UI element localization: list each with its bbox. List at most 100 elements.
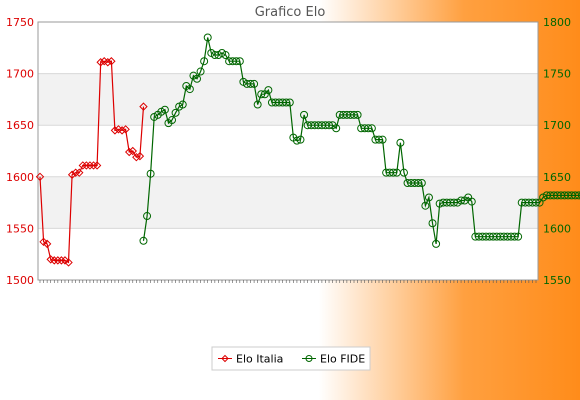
data-point[interactable] bbox=[193, 74, 202, 83]
data-point[interactable] bbox=[57, 256, 66, 265]
data-point[interactable] bbox=[203, 33, 212, 42]
data-point[interactable] bbox=[75, 168, 84, 177]
data-point[interactable] bbox=[125, 147, 134, 157]
data-point[interactable] bbox=[39, 237, 48, 247]
data-point[interactable] bbox=[374, 135, 383, 144]
data-point[interactable] bbox=[389, 168, 398, 177]
data-point[interactable] bbox=[96, 58, 105, 67]
data-point[interactable] bbox=[449, 198, 458, 207]
data-point[interactable] bbox=[42, 239, 52, 249]
right-axis-tick-label: 1800 bbox=[543, 16, 571, 29]
data-point[interactable] bbox=[185, 85, 194, 94]
plot-band bbox=[38, 176, 538, 229]
data-point[interactable] bbox=[168, 116, 177, 125]
data-point[interactable] bbox=[300, 110, 309, 119]
data-point[interactable] bbox=[232, 57, 241, 66]
data-point[interactable] bbox=[514, 232, 523, 241]
left-axis-tick-label: 1550 bbox=[6, 222, 34, 235]
data-point[interactable] bbox=[50, 256, 59, 265]
data-point[interactable] bbox=[532, 198, 540, 207]
data-point[interactable] bbox=[325, 121, 334, 130]
data-point[interactable] bbox=[353, 110, 362, 119]
data-point[interactable] bbox=[35, 172, 45, 182]
right-axis-tick-label: 1700 bbox=[543, 119, 571, 132]
legend-box bbox=[211, 346, 371, 371]
chart-title: Grafico Elo bbox=[255, 5, 326, 20]
left-axis: 1500 1550 1600 1650 1700 1750 bbox=[6, 16, 34, 287]
left-axis-tick-label: 1500 bbox=[6, 274, 34, 287]
data-point[interactable] bbox=[246, 79, 255, 88]
data-point[interactable] bbox=[117, 126, 127, 135]
data-point[interactable] bbox=[121, 125, 130, 134]
data-point[interactable] bbox=[257, 90, 266, 99]
legend-label: Elo FIDE bbox=[320, 353, 365, 366]
data-point[interactable] bbox=[467, 197, 476, 206]
data-point[interactable] bbox=[135, 151, 145, 161]
left-axis-tick-label: 1700 bbox=[6, 68, 34, 81]
data-point[interactable] bbox=[92, 161, 102, 170]
data-point[interactable] bbox=[253, 100, 262, 109]
data-point[interactable] bbox=[364, 124, 373, 133]
data-point[interactable] bbox=[139, 102, 148, 111]
data-point[interactable] bbox=[578, 192, 580, 199]
data-point[interactable] bbox=[396, 138, 405, 147]
data-point[interactable] bbox=[85, 161, 95, 170]
data-point[interactable] bbox=[67, 170, 77, 179]
data-point[interactable] bbox=[107, 57, 116, 66]
left-axis-tick-label: 1750 bbox=[6, 16, 34, 29]
data-point[interactable] bbox=[53, 256, 63, 265]
data-point[interactable] bbox=[160, 105, 169, 114]
data-point[interactable] bbox=[196, 67, 205, 76]
data-point[interactable] bbox=[200, 57, 209, 66]
data-point[interactable] bbox=[417, 178, 426, 187]
data-point[interactable] bbox=[414, 178, 423, 187]
data-point[interactable] bbox=[399, 168, 408, 177]
data-point[interactable] bbox=[285, 98, 294, 107]
plot-area bbox=[38, 22, 538, 280]
data-point[interactable] bbox=[143, 212, 152, 221]
data-point[interactable] bbox=[428, 219, 437, 228]
data-point[interactable] bbox=[332, 124, 341, 133]
right-axis-tick-label: 1550 bbox=[543, 274, 571, 287]
data-point[interactable] bbox=[510, 232, 519, 241]
data-point[interactable] bbox=[210, 51, 219, 60]
data-point[interactable] bbox=[282, 98, 291, 107]
data-point[interactable] bbox=[139, 236, 148, 245]
data-point[interactable] bbox=[71, 168, 80, 177]
data-point[interactable] bbox=[367, 124, 376, 133]
data-point[interactable] bbox=[178, 100, 187, 109]
data-point[interactable] bbox=[128, 146, 137, 156]
data-point[interactable] bbox=[424, 193, 433, 202]
data-point[interactable] bbox=[296, 135, 305, 144]
data-point[interactable] bbox=[457, 196, 466, 205]
data-point[interactable] bbox=[264, 86, 273, 95]
data-point[interactable] bbox=[250, 79, 259, 88]
data-point[interactable] bbox=[574, 191, 580, 200]
data-point[interactable] bbox=[132, 152, 141, 162]
circle-marker-icon bbox=[305, 355, 313, 362]
data-point[interactable] bbox=[235, 57, 244, 66]
data-point[interactable] bbox=[82, 161, 91, 170]
data-point[interactable] bbox=[110, 126, 120, 135]
right-axis: 1550 1600 1650 1700 1750 1800 bbox=[543, 16, 571, 287]
data-point[interactable] bbox=[292, 136, 301, 145]
data-point[interactable] bbox=[350, 110, 359, 119]
data-point[interactable] bbox=[378, 135, 387, 144]
data-point[interactable] bbox=[60, 256, 70, 265]
right-axis-tick-label: 1600 bbox=[543, 222, 571, 235]
data-point[interactable] bbox=[78, 161, 88, 170]
data-point[interactable] bbox=[64, 258, 73, 267]
data-point[interactable] bbox=[103, 58, 113, 67]
data-point[interactable] bbox=[432, 239, 441, 248]
data-point[interactable] bbox=[89, 161, 98, 170]
data-point[interactable] bbox=[421, 201, 430, 210]
legend-item-elo-italia[interactable]: Elo Italia bbox=[218, 353, 283, 366]
series-layer bbox=[35, 33, 580, 267]
data-point[interactable] bbox=[171, 108, 180, 117]
plot-frame bbox=[37, 21, 539, 281]
legend-item-elo-fide[interactable]: Elo FIDE bbox=[302, 353, 365, 366]
data-point[interactable] bbox=[221, 51, 230, 60]
data-point[interactable] bbox=[146, 169, 155, 178]
